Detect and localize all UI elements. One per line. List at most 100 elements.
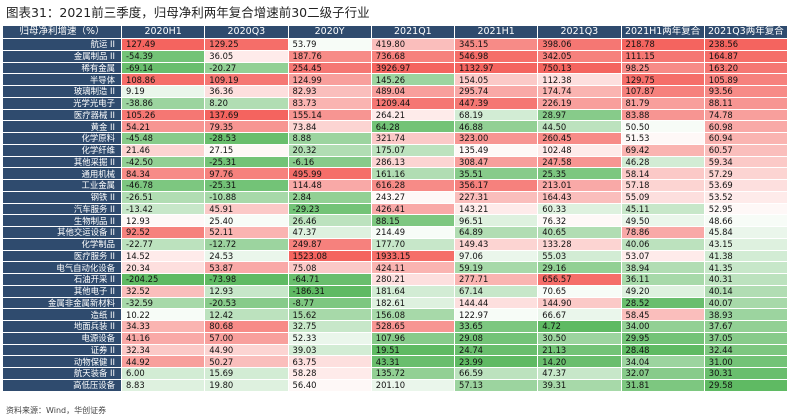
row-label: 汽车服务 II — [2, 202, 122, 216]
table-cell: 34.00 — [620, 320, 705, 333]
table-cell: 108.86 — [120, 73, 206, 86]
table-cell: 213.01 — [537, 179, 622, 192]
table-cell: 49.50 — [620, 214, 705, 227]
row-label: 金属制品 II — [2, 49, 122, 63]
table-cell: 1933.15 — [370, 249, 456, 263]
table-cell: 57.29 — [703, 167, 789, 180]
table-cell: 55.09 — [620, 190, 705, 204]
table-cell: 53.07 — [620, 249, 705, 263]
table-cell: 489.04 — [370, 85, 456, 98]
header-row: 归母净利增速（%） 2020H1 2020Q3 2020Y 2021Q1 202… — [2, 25, 789, 39]
table-cell: 29.08 — [453, 331, 539, 345]
table-cell: 135.49 — [453, 143, 539, 157]
table-cell: 92.52 — [120, 226, 206, 239]
table-cell: 33.65 — [453, 320, 539, 333]
table-cell: 52.11 — [204, 226, 289, 239]
table-cell: 32.52 — [120, 284, 206, 298]
table-cell: 80.68 — [204, 320, 289, 333]
table-cell: 12.93 — [120, 214, 206, 227]
row-label: 电源设备 — [2, 331, 122, 345]
table-row: 汽车服务 II -13.42 45.91 -29.23 426.41 143.21 60.3… — [2, 202, 789, 216]
table-cell: 736.68 — [370, 49, 456, 63]
table-row: 其他电子 II 32.52 12.93 -186.31 181.64 67.14 70.65… — [2, 284, 789, 298]
table-cell: 69.42 — [620, 143, 705, 157]
table-row: 生物制品 II 12.93 25.40 26.46 88.15 96.51 76.32 49.… — [2, 214, 789, 227]
table-row: 通用机械 84.34 97.76 495.99 161.16 35.51 25.35 58.1… — [2, 167, 789, 180]
table-cell: 51.53 — [620, 132, 705, 145]
table-row: 工业金属 -46.78 -25.31 114.48 616.28 356.17 213.01… — [2, 179, 789, 192]
row-label: 医疗器械 II — [2, 108, 122, 122]
table-cell: 52.95 — [703, 202, 789, 216]
table-row: 其他采掘 II -42.50 -25.31 -6.16 286.13 308.47 247.… — [2, 155, 789, 169]
table-cell: 29.58 — [703, 378, 789, 392]
table-cell: 76.32 — [537, 214, 622, 227]
table-cell: 70.65 — [537, 284, 622, 298]
table-cell: 8.88 — [287, 132, 372, 145]
row-label: 石油开采 II — [2, 273, 122, 286]
table-cell: 3926.97 — [370, 61, 456, 75]
row-label: 其他交运设备 II — [2, 226, 122, 239]
table-cell: 114.48 — [287, 179, 372, 192]
table-cell: 15.62 — [287, 308, 372, 321]
col-header-2021h1-cagr: 2021H1两年复合 — [620, 25, 705, 39]
table-cell: 177.70 — [370, 237, 456, 251]
table-cell: 109.19 — [204, 73, 289, 86]
table-cell: 107.96 — [370, 331, 456, 345]
table-cell: 546.98 — [453, 49, 539, 63]
table-cell: -26.51 — [120, 190, 206, 204]
table-cell: 28.52 — [620, 296, 705, 310]
row-label: 黄金 II — [2, 120, 122, 133]
table-cell: 50.50 — [620, 120, 705, 133]
table-cell: 20.34 — [120, 261, 206, 274]
table-cell: 34.04 — [620, 355, 705, 368]
table-cell: 49.20 — [620, 284, 705, 298]
table-cell: 182.61 — [370, 296, 456, 310]
table-body: 航运 II 127.49 129.25 53.79 419.80 345.15 398.06… — [2, 38, 789, 392]
table-cell: 39.31 — [537, 378, 622, 392]
table-cell: 47.37 — [537, 367, 622, 380]
table-cell: -42.50 — [120, 155, 206, 169]
table-cell: 46.88 — [453, 120, 539, 133]
table-cell: 1132.97 — [453, 61, 539, 75]
table-row: 电气自动化设备 20.34 53.87 75.08 424.11 59.19 29.16 38… — [2, 261, 789, 274]
table-cell: 8.83 — [120, 378, 206, 392]
table-cell: 35.51 — [453, 167, 539, 180]
table-cell: 345.15 — [453, 38, 539, 51]
table-cell: 98.25 — [620, 61, 705, 75]
table-cell: 254.45 — [287, 61, 372, 75]
table-cell: 38.93 — [703, 308, 789, 321]
table-cell: 40.65 — [537, 226, 622, 239]
table-cell: 295.74 — [453, 85, 539, 98]
table-row: 半导体 108.86 109.19 124.99 145.26 154.05 112.38 1… — [2, 73, 789, 86]
table-cell: 25.35 — [537, 167, 622, 180]
table-cell: 14.52 — [120, 249, 206, 263]
table-cell: 247.58 — [537, 155, 622, 169]
table-cell: 60.57 — [703, 143, 789, 157]
table-cell: 286.13 — [370, 155, 456, 169]
row-label: 航天装备 II — [2, 367, 122, 380]
table-cell: -25.31 — [204, 155, 289, 169]
table-cell: 8.20 — [204, 96, 289, 110]
table-cell: 40.07 — [703, 296, 789, 310]
table-cell: 96.51 — [453, 214, 539, 227]
table-cell: 53.52 — [703, 190, 789, 204]
table-cell: 60.94 — [703, 132, 789, 145]
table-cell: -10.88 — [204, 190, 289, 204]
table-cell: 57.18 — [620, 179, 705, 192]
table-cell: 164.87 — [703, 49, 789, 63]
table-cell: -25.31 — [204, 179, 289, 192]
table-cell: 260.45 — [537, 132, 622, 145]
table-cell: 20.32 — [287, 143, 372, 157]
table-cell: 25.40 — [204, 214, 289, 227]
table-cell: 88.15 — [370, 214, 456, 227]
table-cell: 81.79 — [620, 96, 705, 110]
table-cell: 9.19 — [120, 85, 206, 98]
table-cell: 67.14 — [453, 284, 539, 298]
table-cell: 32.75 — [287, 320, 372, 333]
table-cell: -13.42 — [120, 202, 206, 216]
table-cell: 41.35 — [703, 261, 789, 274]
row-label: 通用机械 — [2, 167, 122, 180]
table-cell: 30.31 — [703, 367, 789, 380]
table-cell: 45.84 — [703, 226, 789, 239]
row-label: 化学纤维 — [2, 143, 122, 157]
